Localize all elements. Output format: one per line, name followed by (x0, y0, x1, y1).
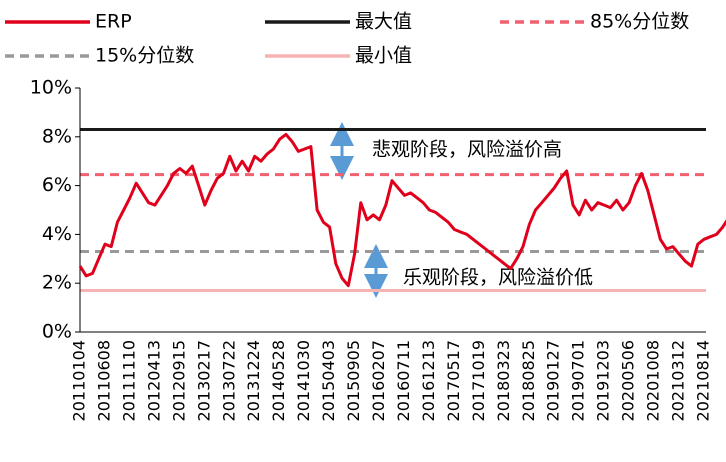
legend-label: 最大值 (355, 11, 412, 33)
x-tick-label: 20110104 (70, 340, 89, 421)
x-tick-label: 20110608 (94, 340, 113, 421)
x-tick-label: 20210814 (694, 340, 713, 421)
x-tick-label: 20140528 (269, 340, 288, 421)
legend-label: ERP (95, 11, 132, 33)
x-tick-label: 20170517 (444, 340, 463, 421)
legend-label: 最小值 (355, 45, 412, 67)
annotation: 乐观阶段，风险溢价低 (403, 267, 593, 289)
data-line (78, 132, 726, 288)
x-tick-label: 20120413 (144, 340, 163, 421)
y-tick-label: 2% (42, 272, 72, 294)
x-tick-label: 20180323 (494, 340, 513, 421)
x-tick-label: 20180825 (519, 340, 538, 421)
x-tick-label: 20150905 (344, 340, 363, 421)
y-tick-label: 10% (30, 77, 72, 99)
y-tick-label: 0% (42, 321, 72, 343)
y-tick-label: 4% (42, 223, 72, 245)
x-tick-label: 20160207 (369, 340, 388, 421)
x-tick-label: 20120915 (169, 340, 188, 421)
x-tick-label: 20190701 (569, 340, 588, 421)
x-tick-label: 20191203 (594, 340, 613, 421)
legend-label: 85%分位数 (590, 11, 689, 33)
x-tick-label: 20130722 (219, 340, 238, 421)
x-tick-label: 20111110 (119, 340, 138, 421)
x-tick-label: 20131224 (244, 340, 263, 421)
x-tick-label: 20161213 (419, 340, 438, 421)
x-tick-label: 20201008 (644, 340, 663, 421)
annotation: 悲观阶段，风险溢价高 (372, 139, 562, 161)
x-tick-label: 20150403 (319, 340, 338, 421)
x-tick-label: 20171019 (469, 340, 488, 421)
x-tick-label: 20210312 (669, 340, 688, 421)
x-tick-label: 20130217 (194, 340, 213, 421)
x-tick-label: 20200506 (619, 340, 638, 421)
x-tick-label: 20160711 (394, 340, 413, 421)
x-tick-label: 20190127 (544, 340, 563, 421)
y-tick-label: 8% (42, 125, 72, 147)
y-tick-label: 6% (42, 174, 72, 196)
x-tick-label: 20141030 (294, 340, 313, 421)
legend-label: 15%分位数 (95, 45, 194, 67)
